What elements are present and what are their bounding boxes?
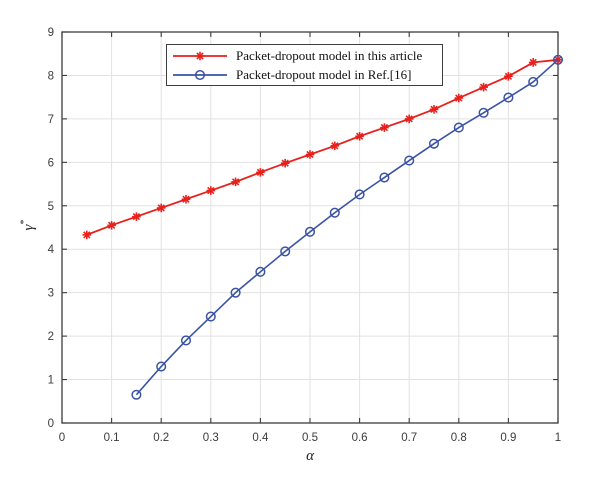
x-tick-label: 0.7 [401, 432, 417, 444]
circle-marker [131, 389, 142, 400]
circle-marker [428, 138, 440, 149]
y-tick-label: 3 [48, 288, 54, 300]
asterisk-marker [157, 204, 165, 212]
x-tick-label: 0.8 [451, 432, 467, 444]
legend-label: Packet-dropout model in Ref.[16] [236, 66, 412, 82]
asterisk-marker [196, 51, 204, 60]
legend-sample-asterisk-line [173, 51, 227, 60]
legend-item-ref16: Packet-dropout model in Ref.[16] [171, 65, 438, 84]
y-axis-label-sup: * [19, 219, 30, 225]
asterisk-marker [380, 123, 389, 132]
circle-marker [280, 246, 291, 257]
legend-item-this-article: Packet-dropout model in this article [171, 46, 438, 65]
asterisk-marker [430, 105, 438, 113]
circle-marker [205, 311, 216, 322]
circle-marker [156, 361, 167, 372]
circle-marker [453, 122, 464, 133]
asterisk-marker [529, 58, 537, 67]
circle-marker [404, 155, 415, 166]
x-tick-label: 0.6 [352, 432, 368, 444]
legend-sample-circle-line [173, 69, 227, 80]
circle-marker [180, 335, 192, 346]
x-tick-label: 0 [59, 432, 65, 444]
asterisk-marker [107, 221, 116, 229]
legend-label: Packet-dropout model in this article [236, 47, 423, 63]
x-tick-label: 0.4 [252, 432, 269, 444]
series-0 [82, 55, 563, 240]
y-tick-label: 6 [48, 157, 54, 169]
asterisk-marker [504, 72, 513, 80]
legend-box: Packet-dropout model in this article Pac… [166, 44, 443, 86]
asterisk-marker [207, 186, 215, 195]
circle-marker [304, 226, 316, 237]
x-tick-label: 0.1 [104, 432, 120, 444]
asterisk-marker [256, 168, 265, 176]
circle-marker [379, 172, 390, 183]
circle-marker [552, 54, 564, 65]
asterisk-marker [83, 231, 91, 239]
circle-marker [354, 189, 365, 200]
y-tick-label: 9 [48, 27, 54, 39]
asterisk-marker [355, 132, 364, 140]
series-line-0 [86, 58, 559, 236]
y-tick-label: 2 [48, 331, 54, 343]
series-1 [131, 54, 564, 400]
y-tick-label: 7 [48, 114, 54, 126]
x-tick-label: 0.5 [302, 432, 318, 444]
x-tick-label: 0.2 [153, 432, 169, 444]
circle-marker [329, 207, 340, 218]
x-tick-label: 1 [555, 432, 561, 444]
y-axis-label-base: γ [21, 224, 37, 231]
circle-marker [528, 76, 539, 88]
x-tick-label: 0.3 [203, 432, 219, 444]
circle-marker [503, 92, 514, 103]
asterisk-marker [306, 150, 314, 159]
y-tick-label: 1 [48, 375, 54, 387]
asterisk-marker [182, 195, 190, 203]
circle-marker [478, 107, 489, 118]
y-tick-label: 8 [48, 70, 54, 82]
asterisk-marker [455, 94, 463, 102]
circle-marker [230, 287, 241, 298]
circle-marker [194, 69, 206, 80]
asterisk-marker [331, 142, 339, 150]
y-tick-label: 5 [48, 201, 54, 213]
asterisk-marker [231, 178, 240, 186]
y-tick-label: 0 [48, 418, 54, 430]
x-axis-label: α [306, 448, 314, 464]
asterisk-marker [281, 159, 289, 167]
x-tick-label: 0.9 [500, 432, 516, 444]
y-tick-label: 4 [48, 244, 55, 256]
asterisk-marker [405, 115, 413, 123]
asterisk-marker [479, 83, 488, 91]
asterisk-marker [132, 212, 141, 221]
series-line-1 [135, 59, 559, 396]
circle-marker [255, 266, 266, 277]
y-axis-label: γ* [19, 195, 39, 255]
